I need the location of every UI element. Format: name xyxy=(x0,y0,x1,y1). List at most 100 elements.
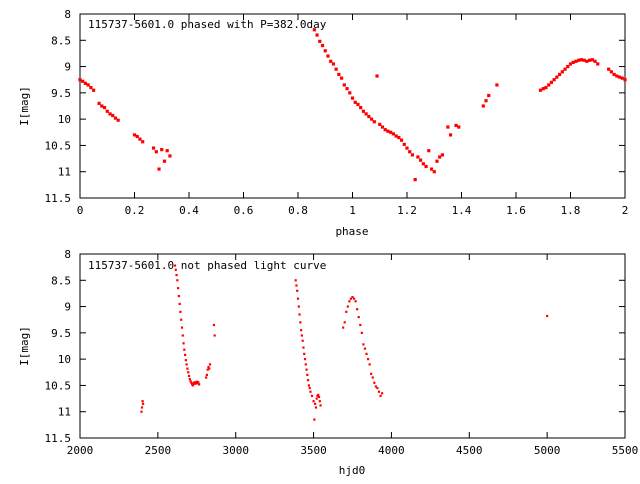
data-point xyxy=(138,137,142,141)
data-point xyxy=(340,76,344,80)
data-point xyxy=(541,87,545,91)
data-point xyxy=(180,318,183,321)
data-point xyxy=(421,162,425,166)
x-tick-label: 0.8 xyxy=(288,204,308,217)
data-point xyxy=(349,297,353,300)
data-points xyxy=(140,264,549,421)
x-axis-label: phase xyxy=(335,225,368,238)
data-point xyxy=(190,381,193,384)
data-point xyxy=(151,146,156,150)
data-point xyxy=(571,60,575,64)
data-point xyxy=(184,359,187,362)
y-tick-label: 8 xyxy=(64,8,71,21)
data-point xyxy=(313,418,316,421)
data-point xyxy=(593,59,597,63)
data-point xyxy=(308,386,311,390)
data-point xyxy=(323,49,327,53)
data-point xyxy=(348,300,351,303)
y-tick-label: 11 xyxy=(58,406,71,419)
data-point xyxy=(187,374,191,378)
x-tick-label: 4500 xyxy=(456,444,483,457)
data-point xyxy=(208,367,211,370)
data-point xyxy=(457,125,461,129)
data-point xyxy=(178,302,181,306)
data-point xyxy=(113,116,118,120)
x-tick-label: 2500 xyxy=(145,444,172,457)
data-point xyxy=(363,347,367,350)
data-point xyxy=(612,72,616,77)
x-tick-label: 3500 xyxy=(300,444,327,457)
data-point xyxy=(319,404,322,407)
data-point xyxy=(299,321,302,324)
data-point xyxy=(294,279,297,282)
data-point xyxy=(378,122,382,126)
data-point xyxy=(346,305,349,308)
data-point xyxy=(141,402,145,405)
data-point xyxy=(620,76,624,80)
data-point xyxy=(302,346,305,349)
y-tick-label: 10 xyxy=(58,353,71,366)
data-point xyxy=(549,80,554,84)
data-point xyxy=(304,363,307,366)
data-point xyxy=(108,112,112,116)
data-point xyxy=(157,167,161,171)
data-point xyxy=(394,134,398,138)
data-point xyxy=(132,133,137,137)
data-point xyxy=(298,313,301,316)
data-point xyxy=(198,383,201,386)
data-point xyxy=(314,402,317,405)
phased-light-curve-panel: 0 0.2 0.4 0.6 0.8 1 1.2 1.4 1.6 1.8 2 8 8.5 9 9.5 10 10.… xyxy=(18,8,628,238)
data-point xyxy=(585,59,589,63)
data-point xyxy=(366,358,370,361)
data-point xyxy=(380,125,385,129)
data-point xyxy=(188,378,191,381)
data-point xyxy=(165,149,169,153)
data-point xyxy=(362,343,365,346)
y-tick-label: 11.5 xyxy=(45,432,72,445)
x-tick-label: 0.4 xyxy=(179,204,199,217)
data-point xyxy=(331,62,336,66)
data-point xyxy=(563,67,567,71)
data-point xyxy=(364,112,368,116)
data-point xyxy=(296,289,299,292)
data-point xyxy=(89,86,93,90)
y-tick-label: 11.5 xyxy=(45,192,72,205)
data-point xyxy=(438,155,442,159)
axis-ticks: 2000 2500 3000 3500 4000 4500 5000 5500 8 8.5 9 9.5… xyxy=(45,248,639,457)
data-point xyxy=(377,390,381,393)
data-point xyxy=(432,170,436,174)
x-tick-label: 1 xyxy=(349,204,356,217)
data-point xyxy=(307,384,310,387)
data-point xyxy=(342,83,346,87)
data-point xyxy=(367,114,371,119)
data-point xyxy=(154,150,158,154)
data-point xyxy=(186,367,189,370)
data-point xyxy=(435,159,439,163)
data-point xyxy=(297,305,300,308)
chart-title: 115737-5601.0 not phased light curve xyxy=(88,259,326,272)
x-tick-label: 1.2 xyxy=(397,204,417,217)
data-point xyxy=(300,329,303,332)
x-tick-label: 2 xyxy=(622,204,629,217)
data-point xyxy=(176,279,179,282)
data-point xyxy=(607,67,611,71)
plot-frame xyxy=(79,253,626,439)
data-point xyxy=(449,133,453,137)
data-point xyxy=(318,400,321,403)
data-point xyxy=(314,406,318,409)
data-point xyxy=(345,310,348,313)
data-point xyxy=(359,105,363,110)
data-point xyxy=(315,33,319,37)
data-point xyxy=(351,296,354,299)
data-point xyxy=(173,264,177,267)
x-tick-label: 1.8 xyxy=(561,204,581,217)
x-tick-label: 2000 xyxy=(67,444,94,457)
data-point xyxy=(371,376,374,379)
data-point xyxy=(197,381,200,384)
data-point xyxy=(310,394,314,398)
data-point xyxy=(207,365,210,369)
data-point xyxy=(205,373,209,377)
y-tick-label: 9.5 xyxy=(51,327,71,340)
data-point xyxy=(177,287,180,290)
